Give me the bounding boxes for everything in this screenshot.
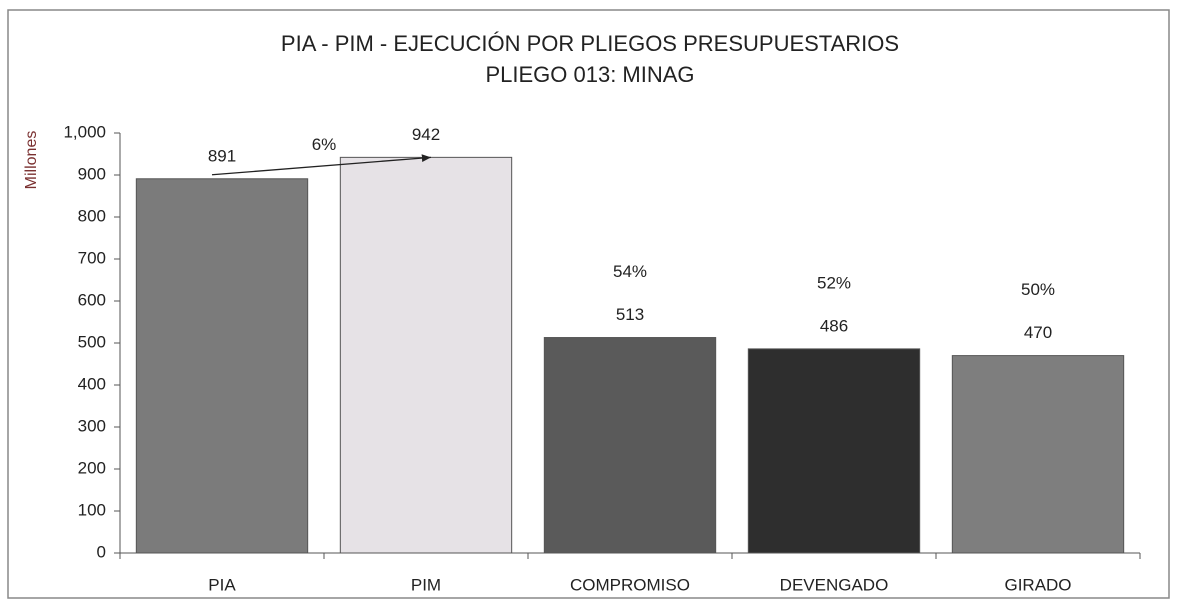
y-tick-label: 200: [78, 458, 106, 477]
annotation: 50%: [1021, 280, 1055, 299]
bar: [951, 355, 1125, 554]
y-tick-label: 600: [78, 290, 106, 309]
x-tick-label: COMPROMISO: [570, 575, 690, 594]
arrow: [211, 154, 432, 176]
x-tick-label: DEVENGADO: [780, 575, 889, 594]
annotation: 52%: [817, 273, 851, 292]
data-label: 486: [820, 316, 848, 335]
chart-subtitle: PLIEGO 013: MINAG: [485, 62, 694, 87]
chart-title: PIA - PIM - EJECUCIÓN POR PLIEGOS PRESUP…: [281, 31, 899, 56]
y-tick-label: 0: [97, 542, 106, 561]
y-tick-label: 500: [78, 332, 106, 351]
data-label: 513: [616, 305, 644, 324]
bar: [135, 178, 309, 554]
data-label: 470: [1024, 323, 1052, 342]
y-axis-label: Millones: [23, 131, 40, 190]
y-tick-label: 900: [78, 164, 106, 183]
y-tick-label: 100: [78, 500, 106, 519]
y-tick-label: 700: [78, 248, 106, 267]
annotation: 54%: [613, 262, 647, 281]
x-tick-label: GIRADO: [1004, 575, 1071, 594]
bar: [543, 337, 717, 554]
data-label: 942: [412, 125, 440, 144]
bar: [747, 348, 921, 554]
y-tick-label: 300: [78, 416, 106, 435]
y-tick-label: 1,000: [63, 122, 106, 141]
data-label: 891: [208, 146, 236, 165]
annotation: 6%: [312, 135, 337, 154]
x-tick-label: PIM: [411, 575, 441, 594]
y-tick-label: 800: [78, 206, 106, 225]
bar: [339, 156, 513, 554]
x-tick-label: PIA: [208, 575, 236, 594]
y-tick-label: 400: [78, 374, 106, 393]
